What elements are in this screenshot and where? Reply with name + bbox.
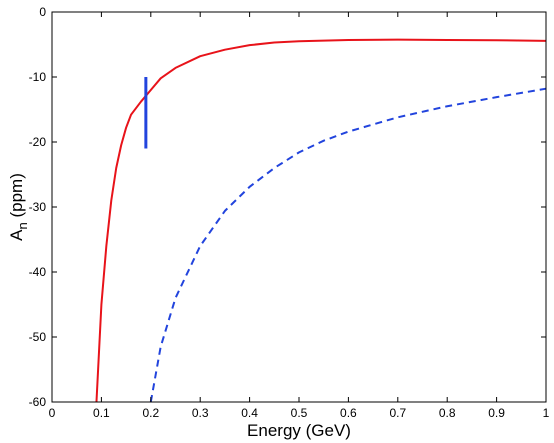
y-axis-label: An (ppm)	[7, 173, 30, 241]
y-axis-ticks: 0 -10 -20 -30 -40 -50 -60	[29, 5, 546, 409]
x-tick-label: 0.6	[340, 406, 357, 420]
x-tick-label: 0.9	[488, 406, 505, 420]
y-axis-label-main: A	[7, 229, 26, 241]
x-axis-ticks: 0 0.1 0.2 0.3 0.4 0.5 0.6 0.7 0.8 0.9 1	[49, 12, 550, 420]
x-tick-label: 0.5	[291, 406, 308, 420]
y-tick-label: -20	[29, 135, 47, 149]
x-tick-label: 1	[543, 406, 550, 420]
x-tick-label: 0.3	[192, 406, 209, 420]
x-tick-label: 0.1	[93, 406, 110, 420]
y-axis-label-subscript: n	[15, 222, 30, 229]
plot-background	[52, 12, 546, 402]
x-axis-label: Energy (GeV)	[247, 421, 351, 440]
y-tick-label: -40	[29, 265, 47, 279]
y-tick-label: -30	[29, 200, 47, 214]
y-axis-label-suffix: (ppm)	[7, 173, 26, 222]
y-tick-label: 0	[39, 5, 46, 19]
x-tick-label: 0	[49, 406, 56, 420]
y-tick-label: -10	[29, 70, 47, 84]
series-0-solid-line	[95, 38, 547, 403]
x-tick-label: 0.8	[439, 406, 456, 420]
y-tick-label: -50	[29, 330, 47, 344]
x-tick-label: 0.4	[241, 406, 258, 420]
x-tick-label: 0.2	[142, 406, 159, 420]
series-layer	[95, 38, 547, 403]
y-tick-label: -60	[29, 395, 47, 409]
x-tick-label: 0.7	[389, 406, 406, 420]
series-1-dashed-line	[149, 87, 547, 403]
